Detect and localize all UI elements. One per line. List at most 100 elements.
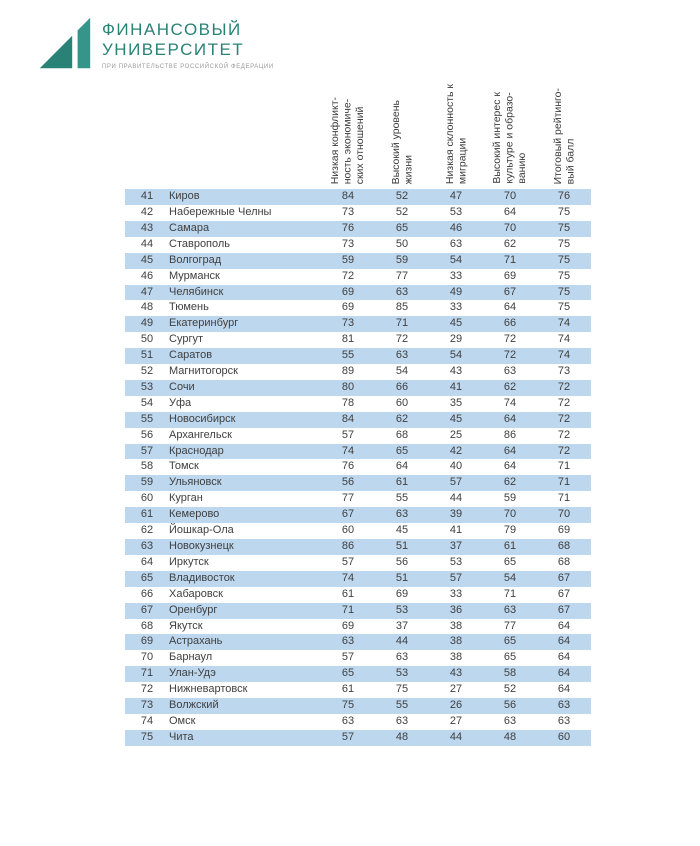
score-cell: 72 [395, 333, 409, 346]
score-cell: 77 [395, 269, 409, 282]
city-cell: Йошкар-Ола [169, 524, 234, 537]
score-cell: 71 [503, 587, 517, 600]
column-label: Низкая конфликт- ность экономиче- ских о… [329, 96, 367, 185]
city-cell: Хабаровск [169, 587, 223, 600]
city-cell: Томск [169, 460, 199, 473]
score-cell: 62 [375, 411, 429, 428]
score-cell: 70 [537, 507, 591, 524]
score-cell: 65 [483, 634, 537, 651]
rank-cell: 47 [125, 284, 169, 301]
table-row: 75 Чита 57 48 44 48 60 [125, 729, 591, 746]
rank-cell: 43 [125, 220, 169, 237]
rank-cell: 42 [140, 205, 154, 218]
score-cell: 57 [321, 729, 375, 746]
city-rating-table-wrap: Низкая конфликт- ность экономиче- ских о… [125, 84, 591, 746]
score-cell: 38 [429, 634, 483, 651]
table-row: 66 Хабаровск 61 69 33 71 67 [125, 587, 591, 603]
score-cell: 72 [557, 428, 571, 441]
score-cell: 27 [449, 683, 463, 696]
score-cell: 71 [557, 492, 571, 505]
table-row: 71 Улан-Удэ 65 53 43 58 64 [125, 666, 591, 683]
score-cell: 43 [429, 666, 483, 683]
score-cell: 63 [557, 714, 571, 727]
city-cell: Челябинск [169, 284, 321, 301]
score-cell: 69 [341, 619, 355, 632]
score-cell: 65 [503, 555, 517, 568]
score-cell: 52 [375, 189, 429, 205]
score-cell: 75 [537, 252, 591, 269]
rank-cell: 72 [140, 683, 154, 696]
score-cell: 54 [429, 252, 483, 269]
city-cell: Якутск [169, 619, 203, 632]
logo-subtitle: ПРИ ПРАВИТЕЛЬСТВЕ РОССИЙСКОЙ ФЕДЕРАЦИИ [102, 64, 274, 70]
score-cell: 75 [557, 269, 571, 282]
city-cell: Новокузнецк [169, 539, 321, 555]
score-cell: 63 [321, 634, 375, 651]
logo-title-line1: ФИНАНСОВЫЙ [102, 20, 242, 39]
score-cell: 76 [321, 220, 375, 237]
score-cell: 64 [537, 634, 591, 651]
score-cell: 61 [341, 587, 355, 600]
table-row: 63 Новокузнецк 86 51 37 61 68 [125, 539, 591, 555]
score-cell: 84 [321, 189, 375, 205]
table-row: 60 Курган 77 55 44 59 71 [125, 491, 591, 507]
score-cell: 63 [375, 348, 429, 365]
column-header-living-standard: Высокий уровень жизни [375, 84, 429, 189]
score-cell: 53 [375, 602, 429, 619]
score-cell: 44 [449, 492, 463, 505]
score-cell: 75 [395, 683, 409, 696]
city-cell: Чита [169, 729, 321, 746]
table-row: 62 Йошкар-Ола 60 45 41 79 69 [125, 523, 591, 539]
score-cell: 65 [375, 220, 429, 237]
score-cell: 72 [537, 443, 591, 460]
city-cell: Барнаул [169, 651, 213, 664]
score-cell: 71 [375, 316, 429, 333]
city-cell: Ульяновск [169, 475, 321, 492]
table-row: 42 Набережные Челны 73 52 53 64 75 [125, 205, 591, 221]
city-cell: Новосибирск [169, 411, 321, 428]
score-cell: 38 [449, 651, 463, 664]
score-cell: 63 [483, 602, 537, 619]
table-row: 41 Киров 84 52 47 70 76 [125, 189, 591, 205]
score-cell: 64 [503, 205, 517, 218]
city-cell: Мурманск [169, 269, 220, 282]
rank-cell: 62 [140, 524, 154, 537]
rank-cell: 69 [125, 634, 169, 651]
city-cell: Самара [169, 220, 321, 237]
rank-cell: 60 [140, 492, 154, 505]
table-row: 47 Челябинск 69 63 49 67 75 [125, 284, 591, 301]
table-row: 67 Оренбург 71 53 36 63 67 [125, 602, 591, 619]
score-cell: 67 [321, 507, 375, 524]
score-cell: 41 [449, 524, 463, 537]
rank-cell: 57 [125, 443, 169, 460]
score-cell: 33 [449, 301, 463, 314]
score-cell: 42 [429, 443, 483, 460]
score-cell: 53 [449, 205, 463, 218]
score-cell: 70 [483, 507, 537, 524]
score-cell: 56 [321, 475, 375, 492]
table-row: 64 Иркутск 57 56 53 65 68 [125, 555, 591, 571]
score-cell: 59 [321, 252, 375, 269]
rank-cell: 51 [125, 348, 169, 365]
score-cell: 29 [449, 333, 463, 346]
city-cell: Екатеринбург [169, 316, 321, 333]
score-cell: 77 [503, 619, 517, 632]
rank-cell: 55 [125, 411, 169, 428]
score-cell: 65 [321, 666, 375, 683]
rank-cell: 63 [125, 539, 169, 555]
score-cell: 63 [503, 714, 517, 727]
score-cell: 67 [483, 284, 537, 301]
score-cell: 54 [429, 348, 483, 365]
score-cell: 67 [557, 587, 571, 600]
score-cell: 71 [557, 460, 571, 473]
city-cell: Астрахань [169, 634, 321, 651]
score-cell: 79 [503, 524, 517, 537]
score-cell: 44 [375, 634, 429, 651]
score-cell: 73 [341, 205, 355, 218]
score-cell: 76 [537, 189, 591, 205]
city-cell: Иркутск [169, 555, 209, 568]
score-cell: 58 [483, 666, 537, 683]
score-cell: 68 [537, 539, 591, 555]
table-row: 45 Волгоград 59 59 54 71 75 [125, 252, 591, 269]
rank-cell: 75 [125, 729, 169, 746]
